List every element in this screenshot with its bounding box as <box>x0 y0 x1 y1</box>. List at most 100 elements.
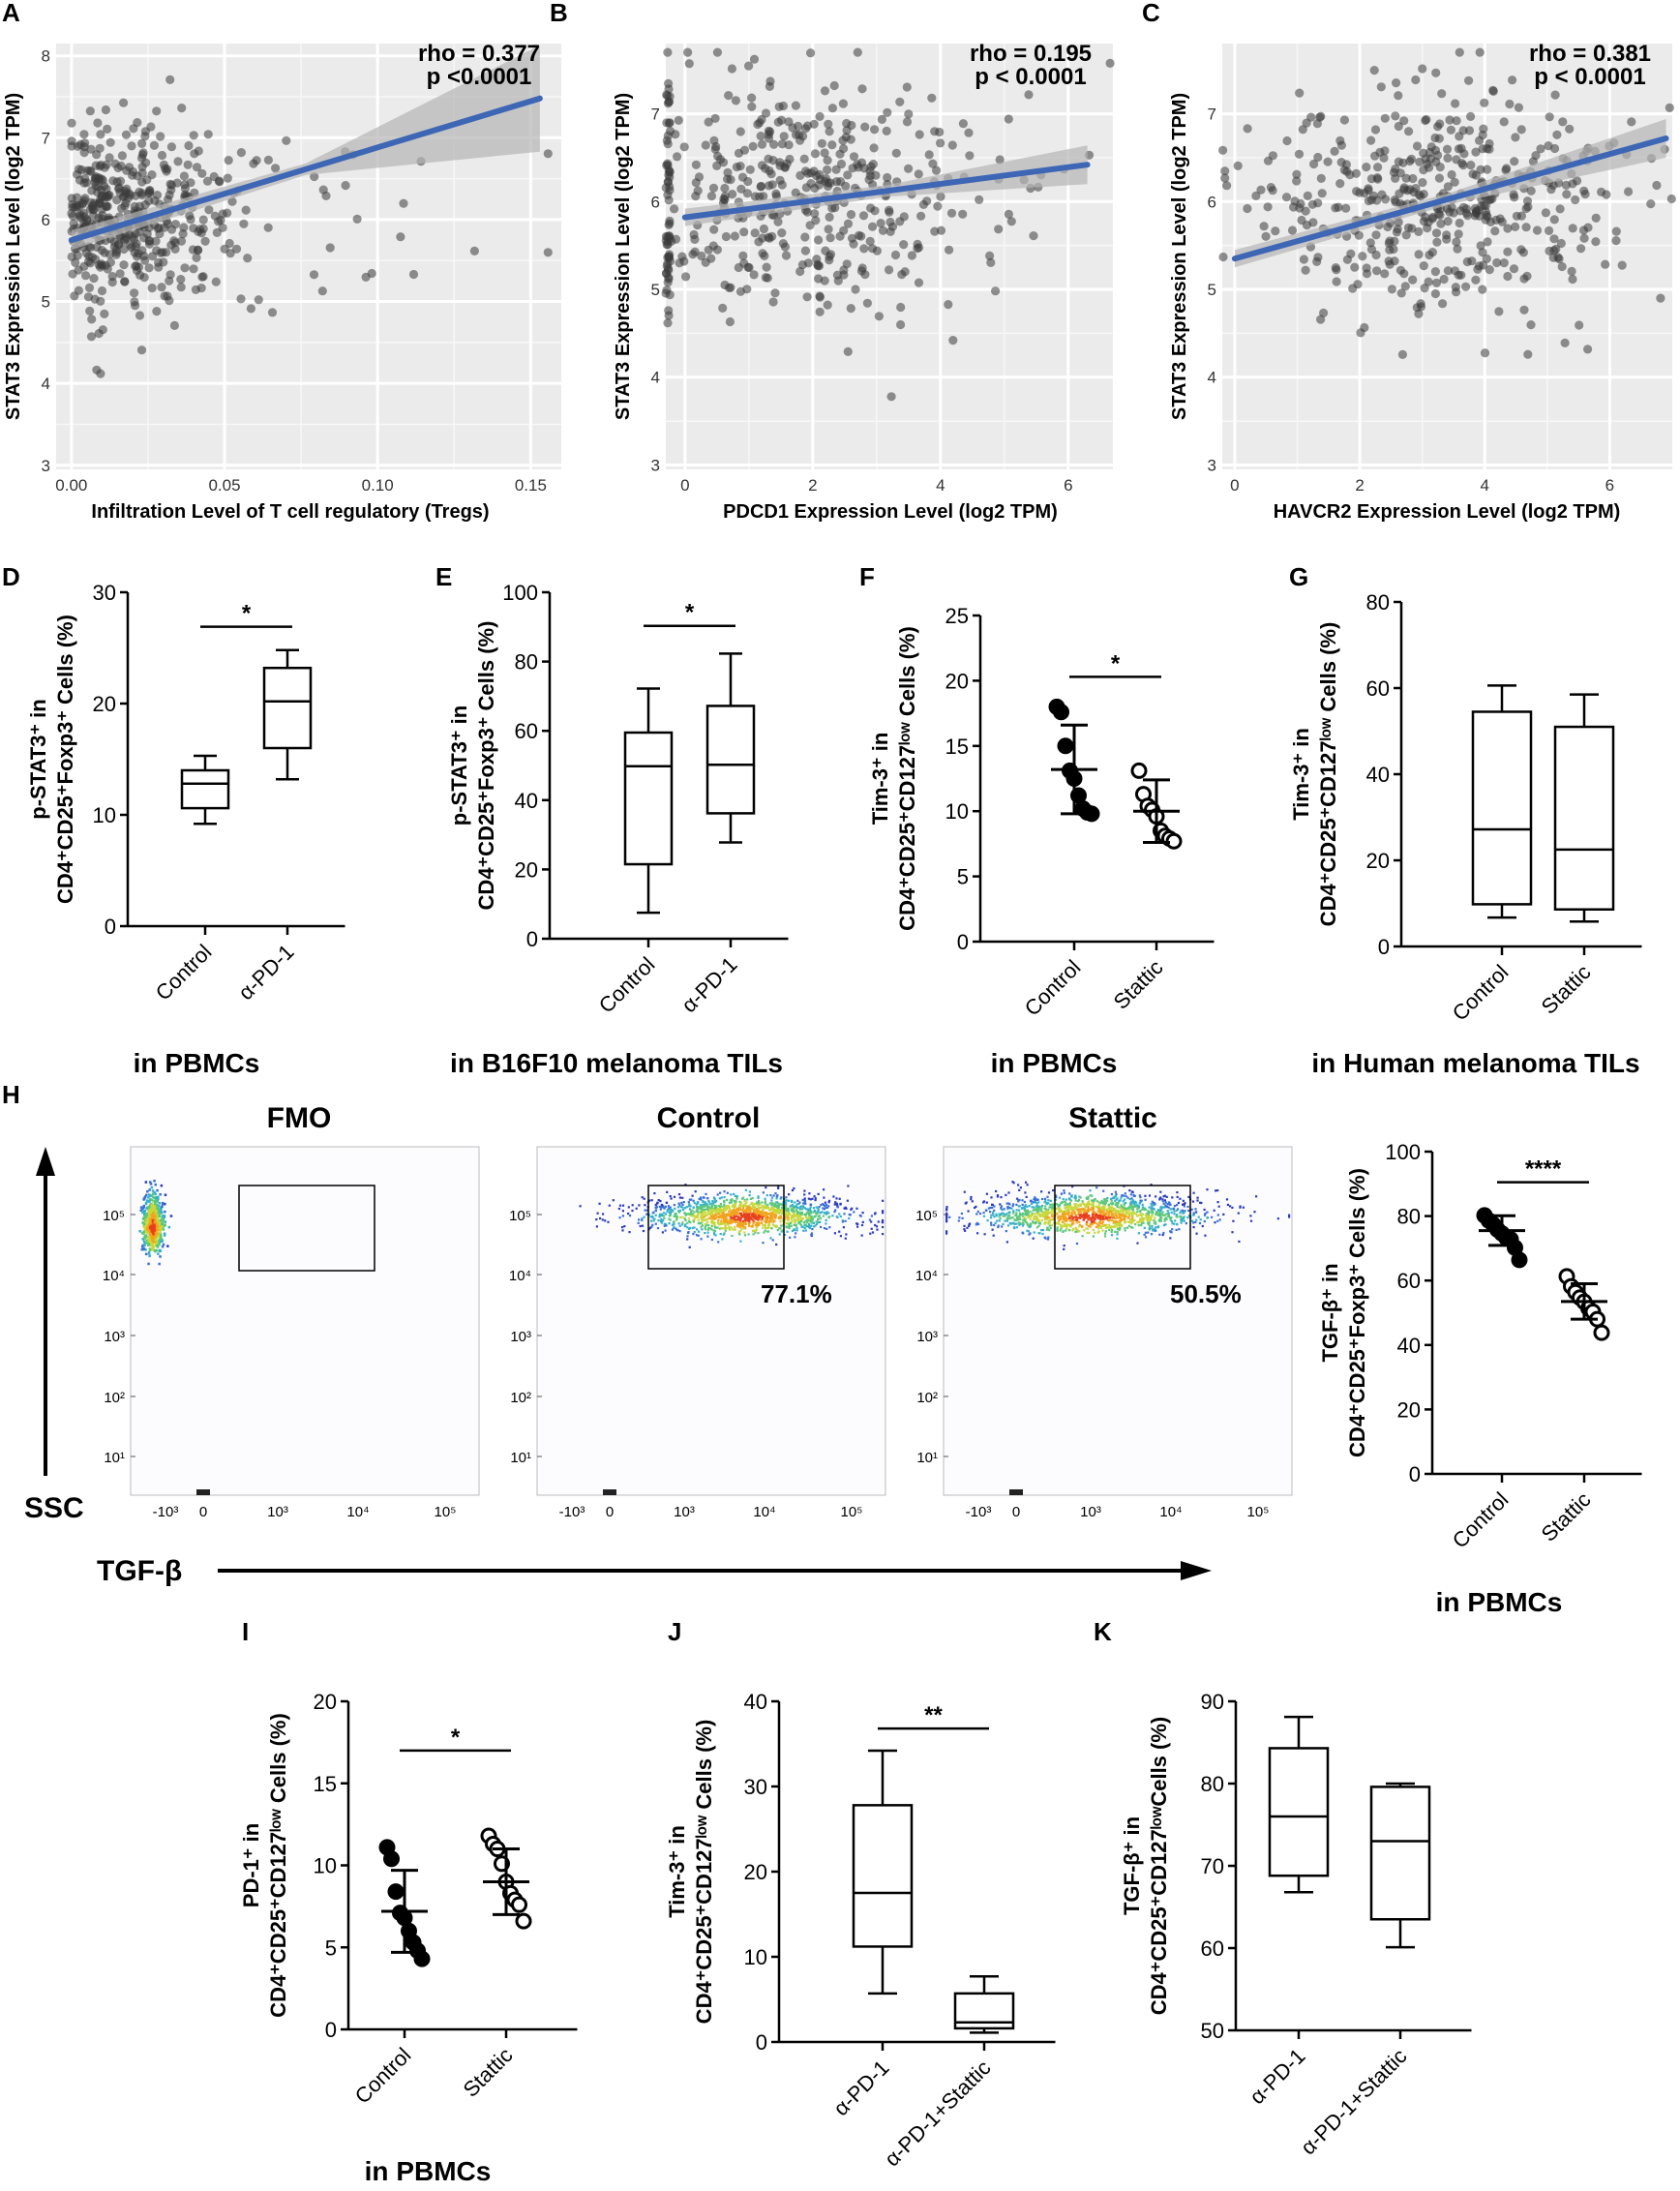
data-point <box>1665 103 1674 112</box>
flow-event <box>814 1224 817 1227</box>
flow-event <box>743 1234 747 1237</box>
flow-event <box>147 1240 150 1243</box>
flow-event <box>144 1201 148 1205</box>
flow-event <box>702 1203 705 1206</box>
data-point <box>144 196 154 206</box>
data-point <box>1443 182 1453 192</box>
data-point <box>1666 194 1676 204</box>
data-point <box>885 265 894 275</box>
data-point <box>1575 320 1584 330</box>
data-point <box>80 173 90 184</box>
flow-event <box>739 1223 743 1226</box>
flow-event <box>1089 1222 1092 1225</box>
flow-event <box>998 1213 1001 1216</box>
flow-event <box>860 1234 863 1237</box>
flow-event <box>1075 1242 1079 1246</box>
panel-label-h: H <box>2 1080 20 1109</box>
flow-cytometry-panels: FMO Control Stattic SSC TGF-β 10⁵10⁴10³1… <box>24 1102 1293 1587</box>
data-point <box>1271 226 1280 236</box>
flow-event <box>809 1198 812 1201</box>
data-point <box>749 270 759 280</box>
flow-event <box>1002 1215 1005 1217</box>
data-point <box>177 104 187 113</box>
flow-event <box>781 1213 784 1216</box>
flow-event <box>967 1210 970 1213</box>
flow-event <box>677 1222 680 1225</box>
data-point <box>797 260 808 270</box>
flow-event <box>676 1206 680 1209</box>
data-point <box>246 304 255 314</box>
data-point <box>1511 1251 1528 1269</box>
flow-event <box>1070 1209 1073 1212</box>
flow-event <box>1065 1201 1067 1204</box>
flow-event <box>768 1218 772 1221</box>
flow-event <box>806 1220 809 1224</box>
flow-event <box>653 1192 656 1195</box>
data-point <box>846 210 856 220</box>
flow-event <box>681 1216 684 1218</box>
flow-event <box>153 1221 157 1224</box>
data-point <box>1313 152 1323 163</box>
flow-event <box>712 1222 716 1225</box>
data-point <box>907 251 917 260</box>
flow-event <box>734 1194 736 1197</box>
flow-event <box>709 1211 713 1214</box>
flow-event <box>995 1215 998 1217</box>
flow-event <box>160 1235 163 1238</box>
flow-event <box>1155 1195 1157 1198</box>
flow-event <box>1179 1212 1182 1215</box>
flow-event <box>151 1214 154 1217</box>
data-point <box>127 141 136 151</box>
flow-event <box>736 1207 739 1210</box>
data-point <box>1341 203 1351 213</box>
data-point <box>140 255 150 265</box>
flow-event <box>748 1224 751 1227</box>
flow-event <box>1153 1202 1155 1205</box>
flow-event <box>993 1223 996 1227</box>
data-point <box>851 285 860 294</box>
flow-axis-tick-cluster <box>603 1489 616 1495</box>
flow-event <box>706 1210 710 1213</box>
flow-event <box>767 1224 770 1227</box>
flow-event <box>845 1233 848 1236</box>
flow-event <box>810 1224 813 1227</box>
flow-event <box>786 1230 789 1233</box>
flow-event <box>675 1228 678 1232</box>
data-point <box>254 295 263 305</box>
data-point <box>1568 224 1577 233</box>
flow-event <box>1042 1213 1045 1216</box>
flow-event <box>1115 1201 1118 1205</box>
data-point <box>1591 213 1601 223</box>
y-axis-title: STAT3 Expression Level (log2 TPM) <box>613 93 634 420</box>
flow-event <box>775 1209 778 1212</box>
flow-event <box>731 1213 734 1216</box>
data-point <box>886 392 896 402</box>
flow-event <box>726 1208 729 1211</box>
data-point <box>1243 203 1252 214</box>
flow-event <box>763 1214 765 1217</box>
y-tick-label: 10 <box>314 1854 337 1878</box>
data-point <box>1426 142 1436 152</box>
flow-event <box>797 1202 800 1206</box>
flow-event <box>824 1207 826 1211</box>
flow-event <box>755 1217 758 1220</box>
flow-event <box>638 1204 641 1207</box>
data-point <box>810 209 820 219</box>
flow-event <box>1031 1212 1034 1216</box>
data-point <box>748 141 758 151</box>
flow-event <box>1092 1207 1095 1210</box>
data-point <box>1263 202 1273 212</box>
flow-event <box>648 1226 652 1229</box>
flow-event <box>651 1216 654 1219</box>
flow-event <box>1099 1216 1103 1218</box>
data-point <box>91 161 101 170</box>
flow-event <box>825 1206 829 1209</box>
flow-event <box>1085 1220 1089 1223</box>
flow-event <box>809 1210 812 1213</box>
flow-event <box>761 1216 764 1219</box>
flow-event <box>154 1231 158 1235</box>
flow-event <box>1058 1207 1061 1210</box>
flow-event <box>1071 1227 1075 1230</box>
data-point <box>726 283 735 292</box>
